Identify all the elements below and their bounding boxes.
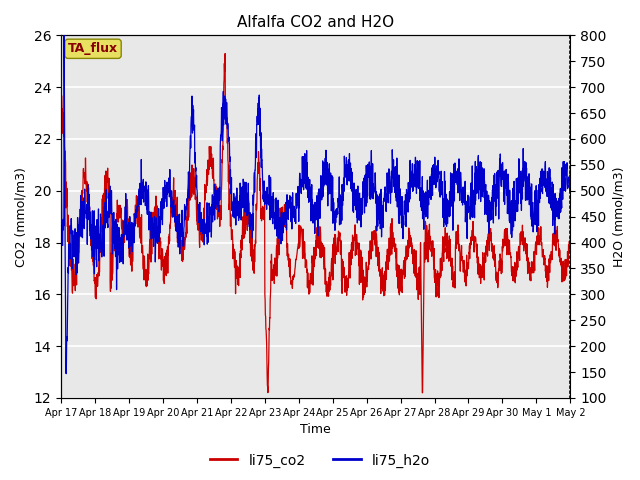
Text: TA_flux: TA_flux [68, 42, 118, 55]
Title: Alfalfa CO2 and H2O: Alfalfa CO2 and H2O [237, 15, 394, 30]
Y-axis label: CO2 (mmol/m3): CO2 (mmol/m3) [15, 167, 28, 266]
Legend: li75_co2, li75_h2o: li75_co2, li75_h2o [204, 448, 436, 473]
X-axis label: Time: Time [300, 423, 331, 436]
Y-axis label: H2O (mmol/m3): H2O (mmol/m3) [612, 167, 625, 267]
